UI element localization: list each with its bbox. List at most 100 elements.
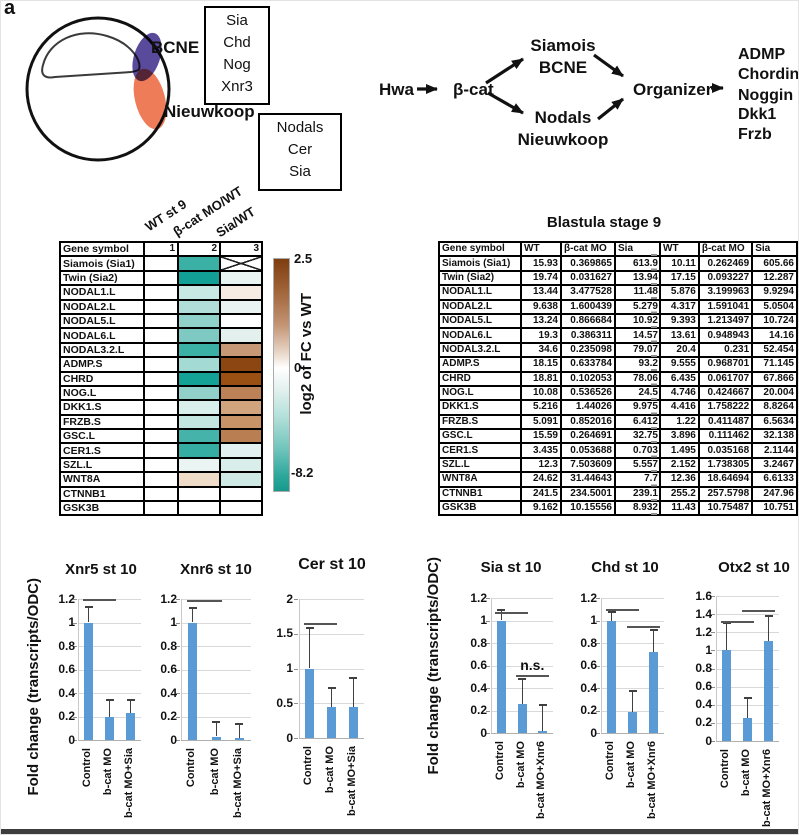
expr-row: 4.746 0.424667 20.004 xyxy=(660,385,797,401)
expr-value-cell: 1.495 xyxy=(660,443,699,458)
chart-title: Chd st 10 xyxy=(591,559,659,576)
expr-row: NODAL5.L 13.24 0.866684 10.92 xyxy=(439,313,661,329)
y-tick-label: 0.6 xyxy=(580,658,597,672)
expr-gene-cell: NODAL6.L xyxy=(439,328,521,343)
expr-value-cell: 10.11 xyxy=(660,256,699,271)
heatmap-cell-sia xyxy=(220,270,262,286)
expr-header-col: WT xyxy=(660,242,699,257)
chart-title: Sia st 10 xyxy=(480,559,542,576)
gridline xyxy=(491,598,553,599)
y-axis-line xyxy=(716,596,717,741)
significance-line xyxy=(186,600,222,603)
chart-title: Xnr5 st 10 xyxy=(65,561,137,578)
x-category-label: b-cat MO xyxy=(208,748,221,796)
heatmap-cell-wt xyxy=(144,472,178,487)
heatmap-cell-bcatmo xyxy=(178,400,220,415)
heatmap-gene-cell: Twin (Sia2) xyxy=(60,270,144,286)
tick-mark xyxy=(486,643,490,644)
error-bar-cap xyxy=(497,609,506,612)
expr-row: 6.435 0.061707 67.866 xyxy=(660,371,797,386)
colorbar-zero-label: 0 xyxy=(294,360,302,375)
heatmap-cell-wt xyxy=(144,501,178,516)
expr-value-cell: 6.6133 xyxy=(752,472,797,487)
bcne-gene: Xnr3 xyxy=(221,78,253,95)
expression-table-replicate-1: Gene symbol WT β-cat MO Sia Siamois (Sia1) 15… xyxy=(438,241,662,517)
tick-mark xyxy=(711,722,715,724)
heatmap-cell-bcatmo xyxy=(178,385,220,401)
expr-value-cell: 10.15556 xyxy=(561,501,615,516)
bar xyxy=(211,736,221,740)
heatmap-row: GSC.L xyxy=(60,429,262,444)
expr-row: 13.61 0.948943 14.16 xyxy=(660,328,797,343)
expr-row: 4.317 1.591041 5.0504 xyxy=(660,299,797,314)
expr-gene-cell: NOG.L xyxy=(439,385,521,401)
y-tick-label: 1.2 xyxy=(470,590,487,605)
expr-value-cell: 0.231 xyxy=(698,342,753,358)
tick-mark xyxy=(596,643,600,644)
heatmap-gene-cell: CTNNB1 xyxy=(60,486,144,502)
expr-row: 12.36 18.64694 6.6133 xyxy=(660,472,797,487)
expr-row: 9.393 1.213497 10.724 xyxy=(660,313,797,329)
y-tick-label: 1 xyxy=(590,613,597,627)
tick-mark xyxy=(486,733,490,734)
tick-mark xyxy=(73,622,77,624)
arrow xyxy=(485,57,524,85)
expr-row: SZL.L 12.3 7.503609 5.557 xyxy=(439,457,661,473)
tick-mark xyxy=(711,650,715,652)
x-category-label: Control xyxy=(604,741,616,781)
expr-value-cell: 5.091 xyxy=(521,414,561,430)
expr-gene-cell: CTNNB1 xyxy=(439,486,521,502)
gridline xyxy=(299,668,364,670)
expr-value-cell: 10.08 xyxy=(521,385,561,401)
heatmap-row: NODAL2.L xyxy=(60,299,262,314)
expr-row: 17.15 0.093227 12.287 xyxy=(660,270,797,286)
expr-value-cell: 9.162 xyxy=(521,501,561,516)
expr-value-cell: 1.213497 xyxy=(698,313,753,329)
expr-value-cell: 32.138 xyxy=(752,429,797,444)
expr-value-cell: 0.235098 xyxy=(561,342,615,358)
y-tick-label: 0.5 xyxy=(276,695,293,710)
heatmap-cell-wt xyxy=(144,429,178,444)
y-tick-label: 0.6 xyxy=(58,662,75,676)
expr-value-cell: 4.317 xyxy=(660,299,699,314)
y-tick-label: 0.4 xyxy=(58,685,75,700)
tick-mark xyxy=(176,669,180,671)
expr-value-cell: 0.424667 xyxy=(698,385,753,401)
error-bar-cap xyxy=(126,699,135,702)
heatmap-cell-bcatmo xyxy=(178,285,220,300)
heatmap-gene-cell: WNT8A xyxy=(60,472,144,487)
heatmap-gene-cell: ADMP.S xyxy=(60,357,144,372)
significance-line xyxy=(516,674,549,677)
expression-table-replicate-2: WT β-cat MO Sia 10.11 0.262469 605.66 17.15 0.0… xyxy=(659,241,798,517)
heatmap-cell-sia xyxy=(220,443,262,458)
gridline xyxy=(491,665,553,667)
expr-value-cell: 0.411487 xyxy=(698,414,753,430)
nieuwkoop-gene: Sia xyxy=(289,163,311,180)
tick-mark xyxy=(73,599,77,600)
y-tick-label: 0.2 xyxy=(470,703,487,717)
gridline xyxy=(601,643,664,644)
bar xyxy=(496,620,506,733)
tick-mark xyxy=(294,703,298,705)
y-axis-line xyxy=(78,599,79,740)
bar xyxy=(234,737,244,740)
y-tick-label: 0.8 xyxy=(58,638,75,653)
heatmap-cell-wt xyxy=(144,357,178,372)
heatmap-cell-bcatmo xyxy=(178,371,220,386)
heatmap-row: DKK1.S xyxy=(60,400,262,415)
expr-row: 10.11 0.262469 605.66 xyxy=(660,256,797,271)
y-axis-line xyxy=(299,599,300,738)
expr-value-cell: 4.416 xyxy=(660,400,699,415)
expr-value-cell: 9.9294 xyxy=(752,285,797,300)
x-category-label: b-cat MO+Sia xyxy=(345,746,358,816)
error-bar xyxy=(726,623,727,651)
expr-value-cell: 0.031627 xyxy=(561,270,615,286)
expr-value-cell: 0.536526 xyxy=(561,385,615,401)
heatmap-cell-wt xyxy=(144,385,178,401)
expr-gene-cell: NODAL2.L xyxy=(439,299,521,314)
heatmap-header-col: 3 xyxy=(220,242,262,257)
expr-value-cell: 4.746 xyxy=(660,385,699,401)
bar xyxy=(538,730,548,734)
heatmap-cell-wt xyxy=(144,299,178,314)
expr-value-cell: 6.435 xyxy=(660,371,699,386)
